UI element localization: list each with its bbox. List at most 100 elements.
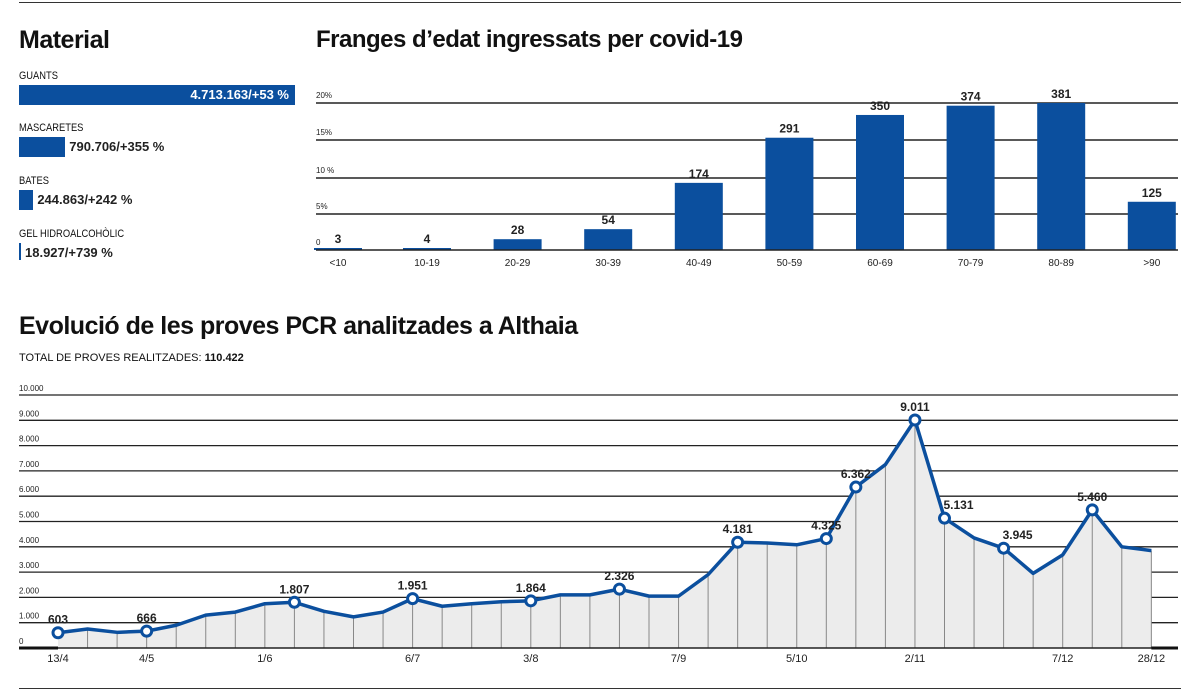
bar xyxy=(946,105,995,250)
data-point-label: 603 xyxy=(48,613,68,627)
bottom-rule xyxy=(19,688,1181,689)
y-tick-label: 1.000 xyxy=(19,612,40,621)
area-fill xyxy=(58,420,1152,648)
material-bar xyxy=(19,137,66,157)
bar-value-label: 125 xyxy=(1142,186,1162,200)
data-point xyxy=(524,594,538,608)
x-tick-label: 40-49 xyxy=(686,258,712,269)
x-tick-label: <10 xyxy=(330,258,347,269)
data-point-label: 2.326 xyxy=(604,569,634,583)
data-point xyxy=(731,535,745,549)
bar-value-label: 350 xyxy=(870,99,890,113)
y-tick-label: 0 xyxy=(316,238,321,247)
y-tick-label: 20% xyxy=(316,91,332,100)
y-tick-label: 10.000 xyxy=(19,384,44,393)
bar xyxy=(856,114,904,250)
x-tick-label: 7/9 xyxy=(671,653,686,665)
data-point xyxy=(612,582,626,596)
material-value: 244.863/+242 % xyxy=(37,192,133,207)
bar xyxy=(403,248,451,250)
data-point-label: 1.864 xyxy=(516,581,546,595)
series-line xyxy=(57,418,1152,635)
material-label: MASCARETES xyxy=(19,122,84,134)
bar-value-label: 28 xyxy=(511,223,525,237)
bar-value-label: 381 xyxy=(1051,87,1071,101)
material-title: Material xyxy=(19,26,110,54)
y-tick-label: 5.000 xyxy=(19,511,40,520)
material-value: 18.927/+739 % xyxy=(25,245,113,260)
y-tick-label: 4.000 xyxy=(19,536,40,545)
data-point-label: 5.460 xyxy=(1077,490,1107,504)
data-point-label: 1.951 xyxy=(398,579,428,593)
material-value: 4.713.163/+53 % xyxy=(190,87,289,102)
x-tick-label: 2/11 xyxy=(905,653,926,665)
material-value: 790.706/+355 % xyxy=(69,139,165,154)
data-point-label: 6.362 xyxy=(841,467,871,481)
x-tick-label: 20-29 xyxy=(505,258,531,269)
data-point xyxy=(1085,503,1099,517)
data-point xyxy=(819,532,833,546)
top-rule xyxy=(19,2,1181,3)
bar-value-label: 4 xyxy=(424,232,431,246)
x-tick-label: 80-89 xyxy=(1048,258,1074,269)
bar-value-label: 291 xyxy=(779,122,799,136)
y-tick-label: 0 xyxy=(19,637,24,646)
x-tick-label: 30-39 xyxy=(595,258,621,269)
data-point-label: 4.325 xyxy=(811,519,841,533)
pcr-chart-title: Evolució de les proves PCR analitzades a… xyxy=(19,312,578,340)
bar xyxy=(1127,201,1176,250)
x-tick-label: 1/6 xyxy=(257,653,272,665)
data-point xyxy=(51,626,65,640)
bar xyxy=(493,239,542,250)
pcr-total-value: 110.422 xyxy=(204,352,244,364)
bar-value-label: 3 xyxy=(335,232,342,246)
bar xyxy=(314,248,362,250)
y-tick-label: 7.000 xyxy=(19,460,40,469)
data-point-label: 666 xyxy=(137,611,157,625)
age-bar-chart: 0 5% 10 % 15% 20% 3 <10 4 10-19 28 20-29 54 30-39 174… xyxy=(314,87,1178,269)
x-tick-label: >90 xyxy=(1143,258,1160,269)
y-tick-label: 5% xyxy=(316,202,328,211)
y-tick-label: 15% xyxy=(316,128,332,137)
age-chart-title: Franges d’edat ingressats per covid-19 xyxy=(316,26,743,53)
data-point-label: 1.807 xyxy=(279,582,309,596)
data-point xyxy=(908,413,922,427)
pcr-line-chart: 0 1.000 2.000 3.000 4.000 5.000 6.000 7.000 8.00… xyxy=(19,384,1178,665)
material-bar xyxy=(19,85,295,105)
bar-value-label: 174 xyxy=(689,167,709,181)
pcr-total: TOTAL DE PROVES REALITZADES: 110.422 xyxy=(19,352,244,364)
data-point xyxy=(997,541,1011,555)
y-tick-label: 3.000 xyxy=(19,561,40,570)
x-tick-label: 5/10 xyxy=(786,653,807,665)
data-point xyxy=(287,595,301,609)
y-tick-label: 10 % xyxy=(316,166,334,175)
bar xyxy=(765,137,814,250)
bar-value-label: 54 xyxy=(602,213,616,227)
material-label: GUANTS xyxy=(19,70,58,82)
x-tick-label: 4/5 xyxy=(139,653,154,665)
y-tick-label: 6.000 xyxy=(19,485,40,494)
x-tick-label: 60-69 xyxy=(867,258,893,269)
data-point xyxy=(938,511,951,525)
data-point xyxy=(140,624,154,638)
bar-value-label: 374 xyxy=(961,90,981,104)
data-point xyxy=(406,592,420,606)
data-point-label: 5.131 xyxy=(943,498,973,512)
x-tick-label: 6/7 xyxy=(405,653,420,665)
x-tick-label: 3/8 xyxy=(523,653,538,665)
x-tick-label: 70-79 xyxy=(958,258,984,269)
data-point-label: 9.011 xyxy=(900,400,930,414)
x-tick-label: 28/12 xyxy=(1138,653,1166,665)
y-tick-label: 8.000 xyxy=(19,435,40,444)
bar xyxy=(584,229,633,250)
material-bar xyxy=(19,190,34,210)
y-tick-label: 9.000 xyxy=(19,409,40,418)
x-tick-label: 7/12 xyxy=(1052,653,1073,665)
x-tick-label: 50-59 xyxy=(777,258,803,269)
data-point-label: 3.945 xyxy=(1003,528,1033,542)
material-label: GEL HIDROALCOHÒLIC xyxy=(19,228,125,240)
y-tick-label: 2.000 xyxy=(19,586,40,595)
material-bar xyxy=(19,243,21,260)
x-tick-label: 13/4 xyxy=(47,653,68,665)
